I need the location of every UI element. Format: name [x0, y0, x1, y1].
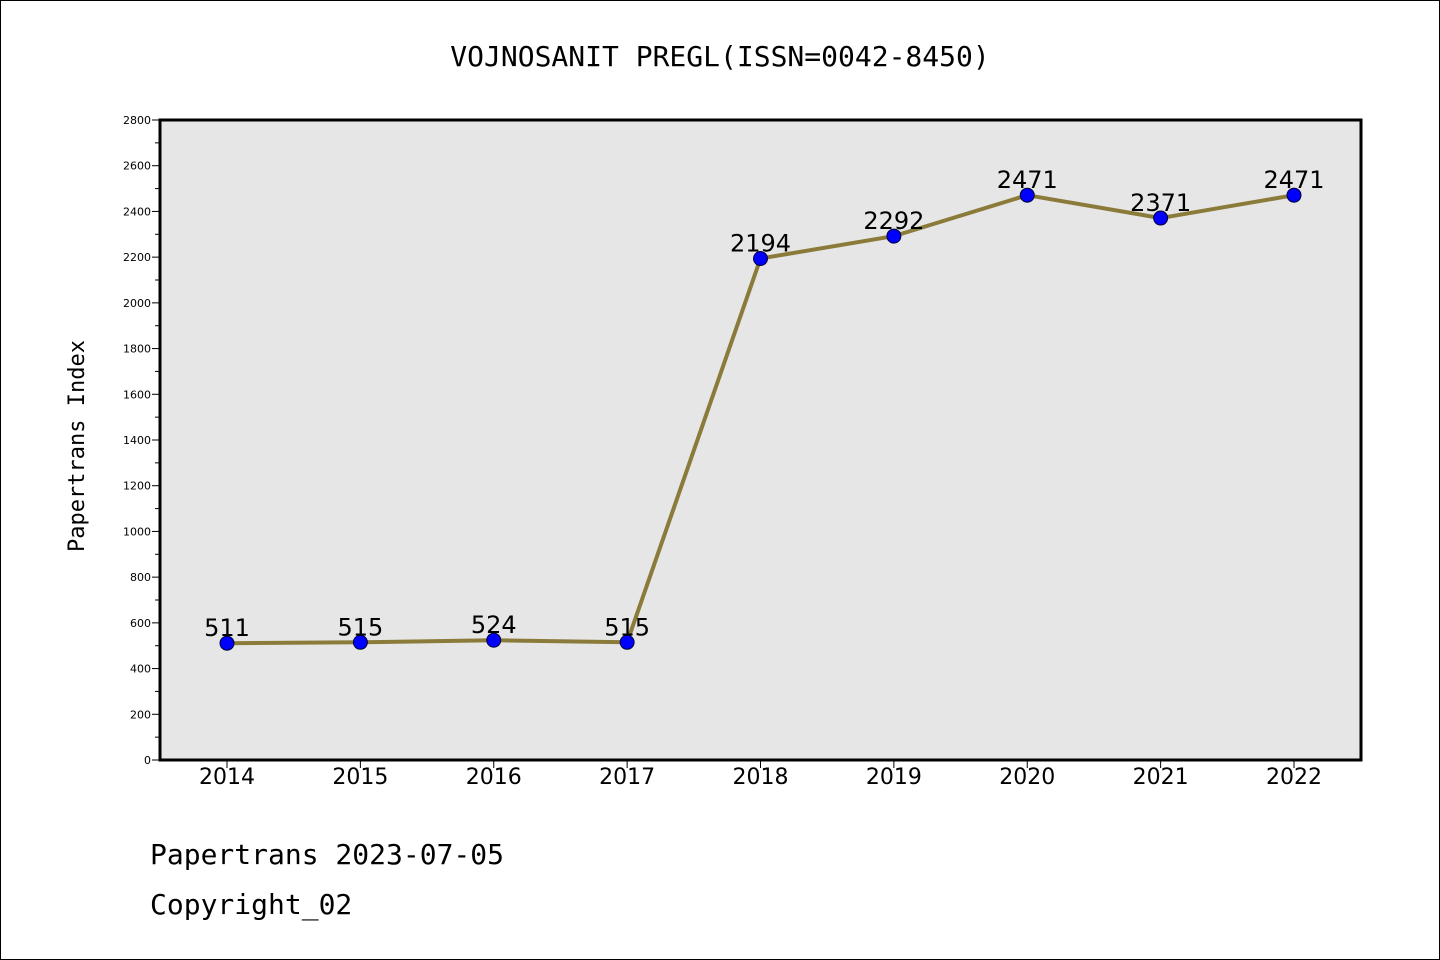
y-tick-label: 200	[130, 708, 151, 721]
data-label: 2292	[863, 207, 924, 235]
data-point	[753, 251, 768, 267]
y-axis-label: Papertrans Index	[65, 340, 90, 552]
y-tick-label: 800	[130, 571, 151, 584]
x-tick-label: 2019	[866, 765, 922, 790]
data-label: 515	[604, 613, 650, 641]
chart-title: VOJNOSANIT PREGL(ISSN=0042-8450)	[450, 40, 989, 73]
x-tick-label: 2022	[1266, 765, 1322, 790]
y-axis: 0 200 400 600 800 1000 1200 1400 1600 1800 2000 220…	[123, 114, 160, 767]
data-label: 511	[204, 614, 250, 642]
data-point	[1286, 187, 1302, 203]
plot-area	[158, 118, 1363, 762]
y-tick-label: 2800	[123, 114, 151, 127]
data-point	[219, 635, 235, 651]
y-tick-label: 1000	[123, 525, 151, 538]
data-point	[1019, 187, 1035, 203]
x-tick-label: 2017	[599, 765, 655, 790]
y-tick-label: 600	[130, 617, 151, 630]
footer-copyright: Copyright_02	[150, 888, 352, 922]
data-label: 2471	[997, 166, 1058, 194]
y-tick-label: 2600	[123, 160, 151, 173]
y-tick-label: 1400	[123, 434, 151, 447]
x-tick-label: 2014	[199, 765, 255, 790]
x-axis: 2014 2015 2016 2017 2018 2019 2020 2021 2022	[199, 760, 1322, 790]
footer-date: Papertrans 2023-07-05	[150, 838, 504, 871]
y-tick-label: 2200	[123, 251, 151, 264]
data-label: 2471	[1263, 166, 1324, 194]
data-point	[619, 634, 635, 650]
x-tick-label: 2015	[332, 765, 388, 790]
y-tick-label: 2400	[123, 205, 151, 218]
x-tick-label: 2016	[466, 765, 522, 790]
data-label: 2194	[730, 230, 791, 258]
data-point	[352, 634, 368, 650]
data-label: 524	[471, 611, 517, 639]
x-tick-label: 2020	[999, 765, 1055, 790]
y-tick-label: 1200	[123, 480, 151, 493]
data-labels-group: 511 515 524 515 2194 2292 2471 2371 2471	[204, 166, 1324, 642]
x-tick-label: 2021	[1133, 765, 1189, 790]
data-point	[486, 632, 502, 648]
data-label: 515	[337, 613, 383, 641]
y-tick-label: 400	[130, 663, 151, 676]
y-tick-label: 1800	[123, 343, 151, 356]
data-point	[886, 228, 902, 244]
y-tick-label: 0	[144, 754, 151, 767]
y-tick-label: 1600	[123, 388, 151, 401]
data-label: 2371	[1130, 189, 1191, 217]
y-tick-label: 2000	[123, 297, 151, 310]
data-point	[1153, 210, 1169, 226]
x-tick-label: 2018	[733, 765, 789, 790]
series-group	[219, 187, 1302, 651]
